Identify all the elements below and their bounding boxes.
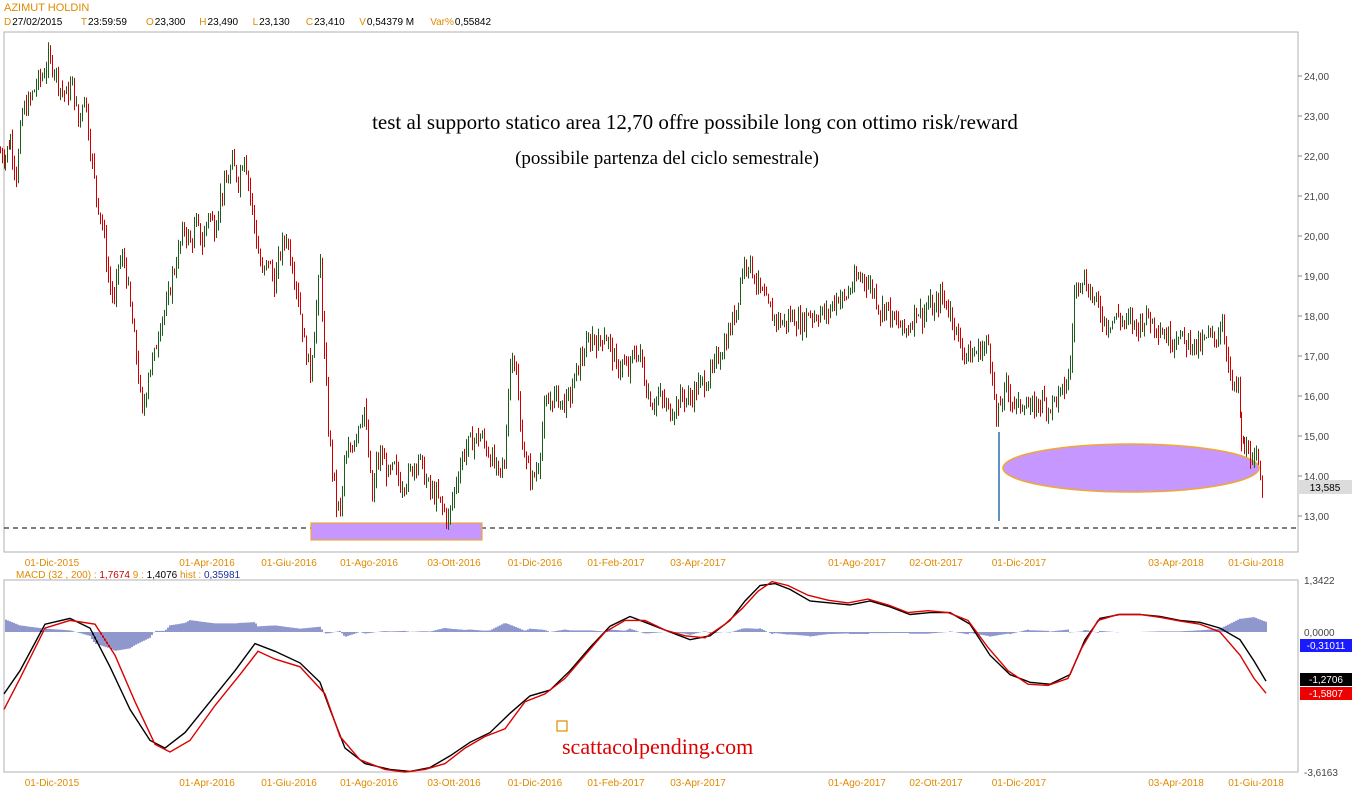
price-y-tick: 15,00 xyxy=(1304,432,1329,443)
price-y-tick: 16,00 xyxy=(1304,392,1329,403)
macd-readouts: -0,31011 -1,2706 -1,5807 xyxy=(1300,639,1352,700)
signal-readout-value: -1,5807 xyxy=(1309,689,1343,700)
x-tick: 02-Ott-2017 xyxy=(909,558,963,569)
x-tick: 03-Ott-2016 xyxy=(427,558,481,569)
quote-field: L23,130 xyxy=(253,17,291,28)
signal-line xyxy=(3,580,1267,773)
x-tick: 03-Apr-2017 xyxy=(670,778,726,789)
macd-readout-value: -1,2706 xyxy=(1309,675,1343,686)
price-y-tick: 21,00 xyxy=(1304,192,1329,203)
price-y-tick: 22,00 xyxy=(1304,152,1329,163)
quote-field: T23:59:59 xyxy=(81,17,127,28)
x-tick: 01-Ago-2017 xyxy=(828,558,886,569)
support-zone-box xyxy=(310,522,483,541)
price-y-tick: 24,00 xyxy=(1304,72,1329,83)
symbol-name: AZIMUT HOLDIN xyxy=(4,2,89,14)
hist-readout-badge xyxy=(1300,639,1352,652)
price-y-tick: 13,00 xyxy=(1304,512,1329,523)
x-tick: 01-Giu-2016 xyxy=(261,778,317,789)
macd-y-tick: 1,3422 xyxy=(1304,576,1335,587)
x-tick: 01-Dic-2016 xyxy=(508,558,563,569)
macd-legend: MACD (32 , 200) : 1,7674 9 : 1,4076 hist… xyxy=(16,570,241,581)
x-tick: 03-Apr-2018 xyxy=(1148,558,1204,569)
quote-field: Var%0,55842 xyxy=(430,17,491,28)
x-tick: 01-Dic-2015 xyxy=(25,558,80,569)
macd-x-axis: 01-Dic-2015 01-Apr-2016 01-Giu-2016 01-Ago-… xyxy=(25,778,1284,789)
quote-field: H23,490 xyxy=(199,17,238,28)
x-tick: 01-Ago-2017 xyxy=(828,778,886,789)
price-x-axis: 01-Dic-2015 01-Apr-2016 01-Giu-2016 01-Ago-… xyxy=(25,558,1284,569)
x-tick: 01-Ago-2016 xyxy=(340,778,398,789)
candles xyxy=(0,42,1263,530)
price-y-tick: 19,00 xyxy=(1304,272,1329,283)
x-tick: 03-Apr-2018 xyxy=(1148,778,1204,789)
x-tick: 01-Apr-2016 xyxy=(179,778,235,789)
quote-field: O23,300 xyxy=(146,17,186,28)
x-tick: 01-Feb-2017 xyxy=(587,558,645,569)
x-tick: 01-Giu-2016 xyxy=(261,558,317,569)
signal-readout-badge xyxy=(1300,687,1352,700)
hist-readout-value: -0,31011 xyxy=(1307,641,1346,652)
price-y-tick: 14,00 xyxy=(1304,472,1329,483)
x-tick: 01-Dic-2015 xyxy=(25,778,80,789)
annotation-line-2: (possibile partenza del ciclo semestrale… xyxy=(515,148,819,169)
macd-panel xyxy=(3,579,1299,773)
x-tick: 01-Giu-2018 xyxy=(1228,778,1284,789)
price-y-tick: 17,00 xyxy=(1304,352,1329,363)
watermark-text: scattacolpending.com xyxy=(562,734,753,759)
watermark-square-icon xyxy=(556,720,568,732)
highlight-ellipse xyxy=(1002,443,1260,493)
last-value-badge xyxy=(1298,480,1352,494)
x-tick: 01-Feb-2017 xyxy=(587,778,645,789)
x-tick: 01-Giu-2018 xyxy=(1228,558,1284,569)
x-tick: 03-Apr-2017 xyxy=(670,558,726,569)
x-tick: 01-Apr-2016 xyxy=(179,558,235,569)
x-tick: 02-Ott-2017 xyxy=(909,778,963,789)
x-tick: 01-Ago-2016 xyxy=(340,558,398,569)
x-tick: 01-Dic-2016 xyxy=(508,778,563,789)
macd-y-tick: 0,0000 xyxy=(1304,628,1335,639)
annotation-line-1: test al supporto statico area 12,70 offr… xyxy=(372,110,1018,134)
price-y-tick: 23,00 xyxy=(1304,112,1329,123)
macd-readout-badge xyxy=(1300,673,1352,686)
price-y-tick: 20,00 xyxy=(1304,232,1329,243)
price-y-axis: 24,00 23,00 22,00 21,00 20,00 19,00 18,00 17,00… xyxy=(1298,72,1329,523)
x-tick: 01-Dic-2017 xyxy=(992,778,1047,789)
quote-field: D27/02/2015 xyxy=(4,17,63,28)
x-tick: 03-Ott-2016 xyxy=(427,778,481,789)
last-value-label: 13,585 xyxy=(1310,483,1341,494)
quote-field: C23,410 xyxy=(306,17,345,28)
quote-field: V0,54379 M xyxy=(359,17,414,28)
macd-y-axis: 1,3422 0,0000 -3,6163 xyxy=(1304,576,1338,779)
price-y-tick: 18,00 xyxy=(1304,312,1329,323)
quote-row: D27/02/2015 T23:59:59 O23,300 H23,490 L23,13… xyxy=(4,17,492,28)
macd-legend-text: MACD (32 , 200) : 1,7674 9 : 1,4076 hist… xyxy=(16,570,241,581)
x-tick: 01-Dic-2017 xyxy=(992,558,1047,569)
macd-y-tick: -3,6163 xyxy=(1304,768,1338,779)
